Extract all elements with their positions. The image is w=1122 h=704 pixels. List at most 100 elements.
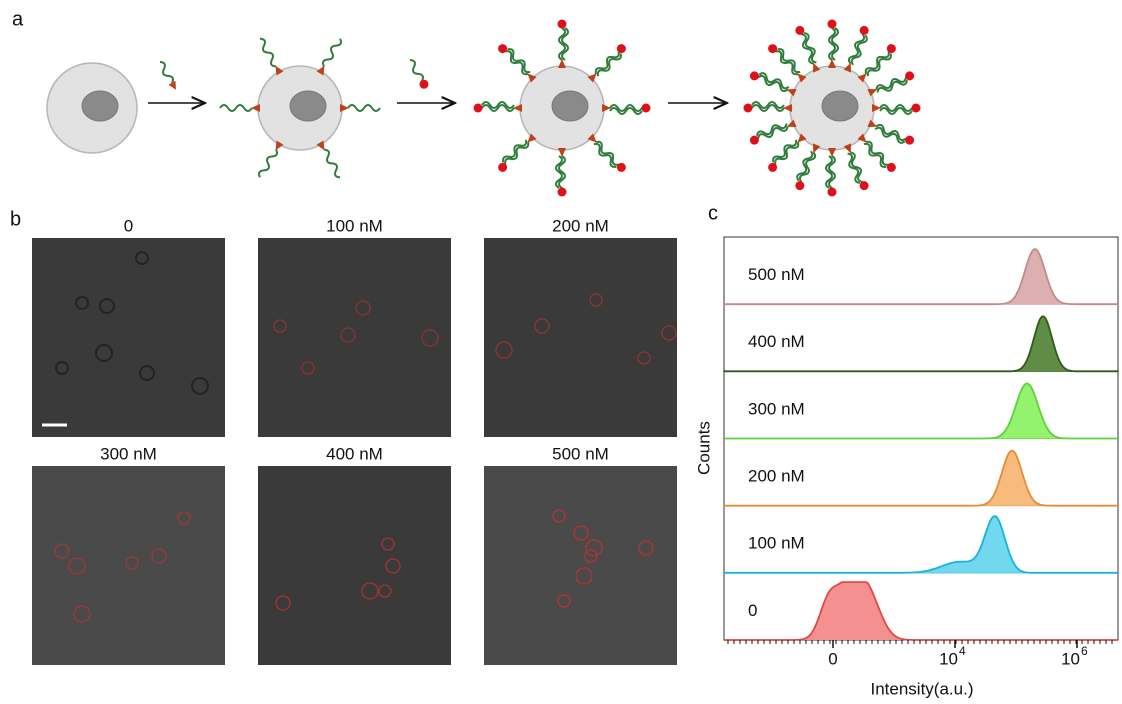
dna-strand <box>856 133 898 175</box>
micrograph <box>32 238 225 437</box>
row-label: 100 nM <box>748 534 805 553</box>
dna-strand <box>602 104 651 115</box>
dye <box>474 104 483 113</box>
strand <box>257 148 278 179</box>
dye <box>904 134 916 146</box>
x-tick-label: 0 <box>828 649 837 668</box>
dna-strand <box>843 25 871 74</box>
flow-plot: Counts Intensity(a.u.) 500 nM400 nM300 n… <box>694 237 1118 698</box>
panel-label: c <box>708 202 718 224</box>
x-axis-label: Intensity(a.u.) <box>871 679 974 698</box>
nucleus <box>822 91 858 121</box>
micrograph <box>484 238 677 437</box>
anchor <box>558 59 566 68</box>
dye <box>744 104 753 113</box>
strand <box>321 37 342 68</box>
image-title: 0 <box>124 216 133 235</box>
row-label: 200 nM <box>748 467 805 486</box>
x-tick-exponent: 4 <box>959 644 966 658</box>
anchor <box>783 104 792 112</box>
dna-strand <box>586 133 628 175</box>
dye <box>766 42 779 55</box>
dna-strand <box>765 132 807 174</box>
dye <box>642 104 651 113</box>
dna-strand <box>340 104 380 112</box>
dna-strand <box>867 70 916 98</box>
micrographs: 0 100 nM 200 nM 300 nM 400 nM 500 nM <box>32 216 677 665</box>
panel-label: a <box>12 8 24 30</box>
free-strand <box>406 58 430 91</box>
dye <box>828 20 837 29</box>
anchor <box>828 148 836 157</box>
strand <box>874 126 906 144</box>
micrograph <box>484 466 677 665</box>
dye <box>496 42 509 55</box>
dna-strand <box>867 119 916 147</box>
anchor <box>828 59 836 68</box>
histogram <box>724 582 1118 640</box>
dye <box>615 161 628 174</box>
strand <box>796 150 814 182</box>
figure: a b c 0100 nM200 nM300 nM400 nM500 nM Co… <box>0 0 1122 704</box>
row-label: 400 nM <box>748 332 805 351</box>
dna-strand <box>793 143 821 192</box>
dna-strand <box>496 41 538 83</box>
dna-strand <box>317 141 344 180</box>
strand <box>348 105 380 111</box>
image-title: 200 nM <box>552 216 609 235</box>
dye <box>828 188 837 197</box>
dna-strand <box>826 148 837 197</box>
x-tick-label: 10 <box>939 649 958 668</box>
schematic <box>47 20 921 197</box>
image-title: 400 nM <box>326 444 383 463</box>
dna-strand <box>748 118 797 146</box>
anchor <box>513 104 522 112</box>
dye <box>912 104 921 113</box>
dna-strand <box>744 102 793 113</box>
dna-strand <box>257 141 284 180</box>
dye <box>766 161 779 174</box>
dna-strand <box>474 102 523 113</box>
dye <box>749 70 761 82</box>
row-label: 500 nM <box>748 265 805 284</box>
nucleus <box>552 91 588 121</box>
anchor <box>169 81 180 92</box>
dna-strand <box>749 69 798 97</box>
dna-strand <box>857 42 899 84</box>
dye <box>558 188 567 197</box>
dna-strand <box>558 20 569 69</box>
image-title: 100 nM <box>326 216 383 235</box>
dna-strand <box>317 37 344 76</box>
micrograph <box>32 466 225 665</box>
micrograph <box>258 466 451 665</box>
strand <box>257 37 278 68</box>
dna-strand <box>495 132 537 174</box>
dna-strand <box>766 41 808 83</box>
row-label: 0 <box>748 601 757 620</box>
dna-strand <box>220 104 260 112</box>
image-title: 300 nM <box>100 444 157 463</box>
dna-strand <box>556 148 567 197</box>
strand <box>850 34 868 66</box>
nucleus <box>82 91 118 121</box>
free-strand <box>157 60 180 92</box>
dna-strand <box>794 24 822 73</box>
panel-label: b <box>10 208 21 230</box>
image-title: 500 nM <box>552 444 609 463</box>
dna-strand <box>828 20 839 69</box>
dna-strand <box>872 104 921 115</box>
dye <box>615 42 628 55</box>
anchor <box>251 104 260 112</box>
dye <box>558 20 567 29</box>
strand <box>321 148 342 179</box>
strand <box>848 33 866 65</box>
dna-strand <box>842 143 870 192</box>
strand <box>875 124 907 142</box>
strand <box>220 105 252 111</box>
strand <box>407 59 424 83</box>
anchor <box>872 104 881 112</box>
dye <box>794 180 806 192</box>
anchor <box>558 148 566 157</box>
anchor <box>602 104 611 112</box>
anchor <box>340 104 349 112</box>
